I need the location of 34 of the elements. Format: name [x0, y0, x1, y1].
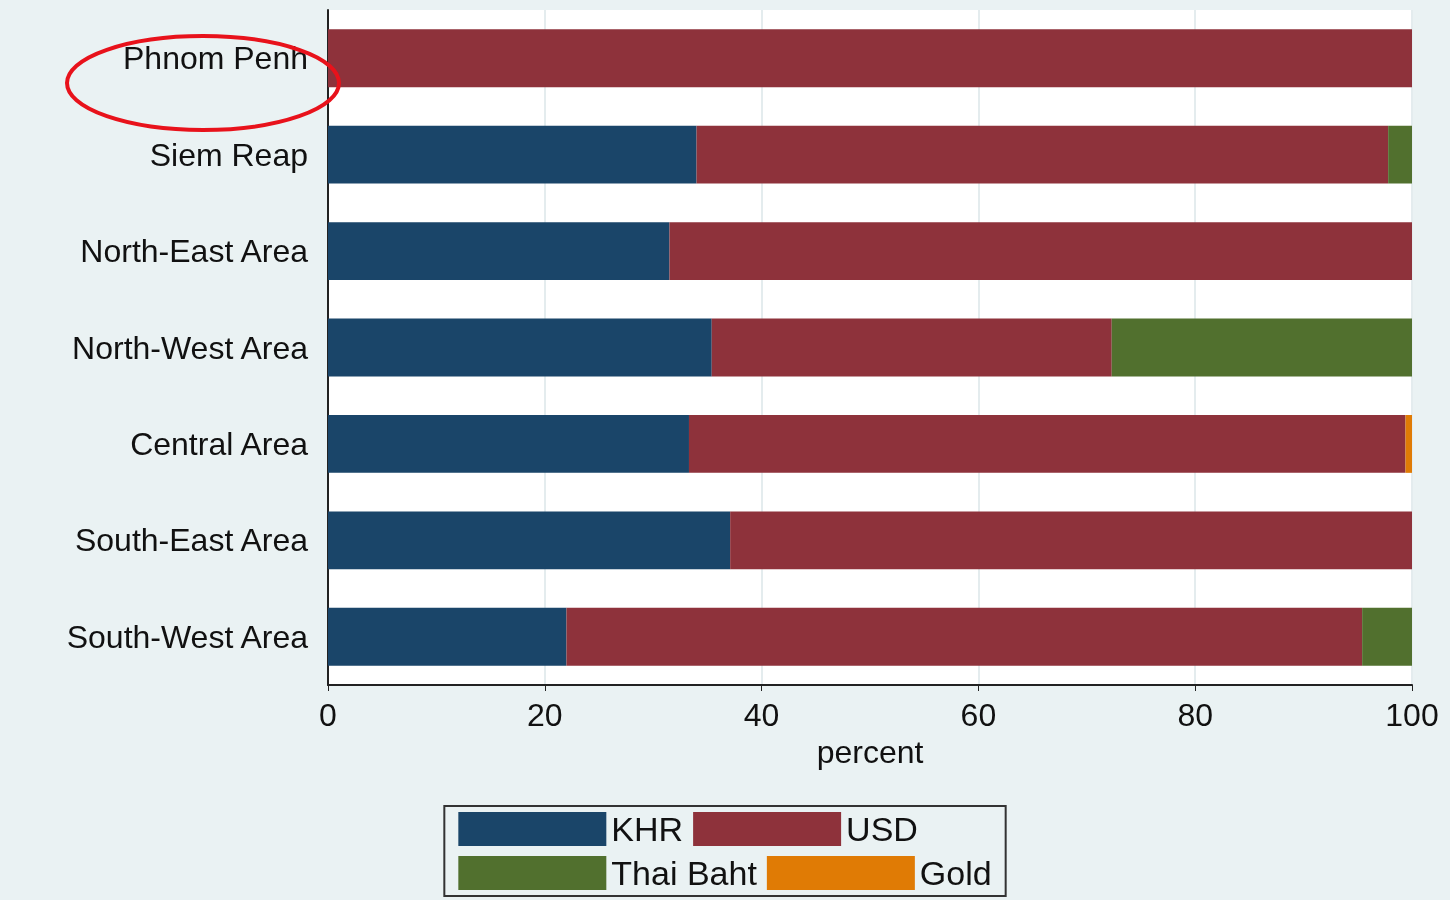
bar: [328, 222, 670, 280]
x-tick-label: 20: [527, 697, 563, 733]
bar: [1111, 318, 1412, 377]
y-tick-label: South-West Area: [66, 618, 309, 655]
y-tick-label: Siem Reap: [149, 136, 308, 173]
y-tick-label: North-East Area: [80, 233, 309, 270]
bar: [1362, 607, 1412, 666]
legend-label: Thai Baht: [611, 854, 758, 892]
legend-label: KHR: [611, 810, 684, 848]
bar: [688, 415, 1406, 473]
bar: [328, 511, 731, 570]
legend-label: USD: [846, 810, 918, 848]
x-axis-title: percent: [816, 733, 924, 770]
y-tick-label: South-East Area: [74, 522, 309, 559]
y-tick-label: Central Area: [130, 425, 309, 462]
bar: [730, 511, 1412, 570]
legend-label: Gold: [919, 854, 992, 892]
bar: [328, 607, 567, 666]
bar: [669, 222, 1412, 280]
bar: [328, 125, 697, 184]
x-tick-label: 100: [1385, 697, 1439, 733]
x-tick-label: 40: [743, 697, 780, 733]
bar: [711, 318, 1112, 377]
y-tick-label: Phnom Penh: [122, 40, 308, 77]
bar: [1388, 125, 1412, 184]
bar: [566, 607, 1363, 666]
y-tick-label: North-West Area: [72, 329, 309, 366]
x-tick-label: 80: [1177, 697, 1213, 733]
bar: [1405, 415, 1412, 473]
bar: [328, 415, 689, 473]
x-tick-label: 0: [319, 697, 337, 733]
bar: [696, 125, 1389, 184]
bar: [328, 318, 712, 377]
x-tick-label: 60: [960, 697, 997, 733]
